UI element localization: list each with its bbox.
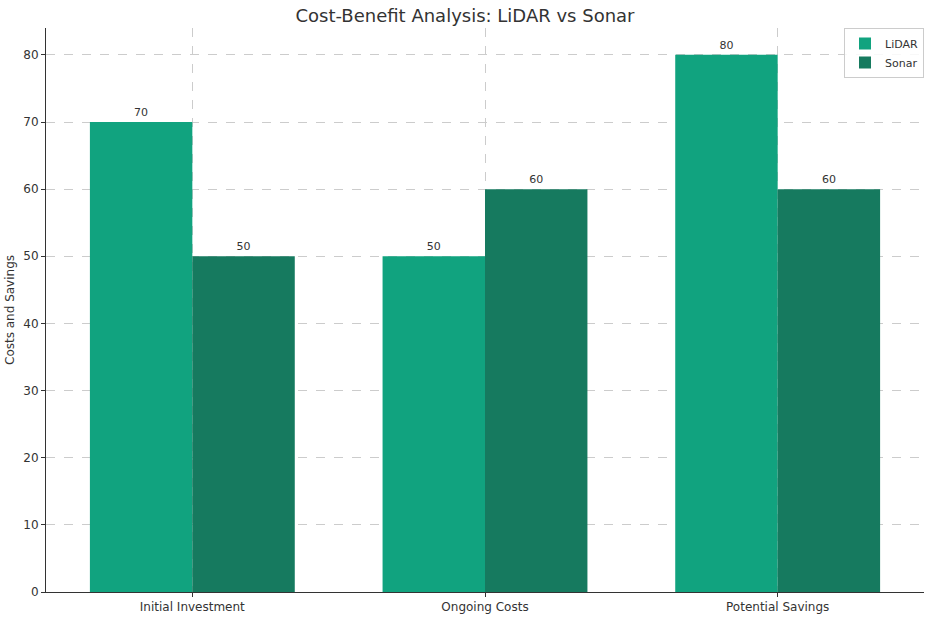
svg-text:10: 10 [23, 518, 38, 532]
svg-text:50: 50 [237, 240, 251, 253]
svg-text:60: 60 [529, 173, 543, 186]
svg-text:LiDAR: LiDAR [885, 38, 918, 51]
svg-text:50: 50 [23, 249, 38, 263]
svg-text:70: 70 [134, 106, 148, 119]
svg-text:40: 40 [23, 317, 38, 331]
svg-text:60: 60 [23, 182, 38, 196]
svg-text:Costs and Savings: Costs and Savings [3, 255, 17, 365]
svg-text:80: 80 [23, 48, 38, 62]
svg-text:Sonar: Sonar [885, 57, 917, 70]
svg-text:60: 60 [822, 173, 836, 186]
svg-text:70: 70 [23, 115, 38, 129]
svg-text:Cost-Benefit Analysis: LiDAR v: Cost-Benefit Analysis: LiDAR vs Sonar [296, 5, 636, 26]
svg-text:0: 0 [31, 585, 39, 599]
svg-text:30: 30 [23, 384, 38, 398]
svg-text:Potential Savings: Potential Savings [726, 600, 829, 614]
svg-text:80: 80 [719, 39, 733, 52]
svg-text:Ongoing Costs: Ongoing Costs [441, 600, 528, 614]
svg-text:Initial Investment: Initial Investment [140, 600, 245, 614]
svg-text:50: 50 [427, 240, 441, 253]
svg-text:20: 20 [23, 451, 38, 465]
